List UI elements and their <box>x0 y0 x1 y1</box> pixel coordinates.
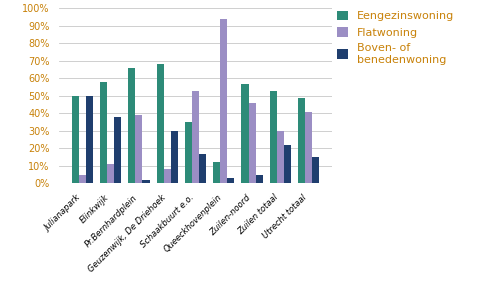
Bar <box>305 112 312 183</box>
Legend: Eengezinswoning, Flatwoning, Boven- of
benedenwoning: Eengezinswoning, Flatwoning, Boven- of b… <box>337 10 454 65</box>
Bar <box>171 131 178 183</box>
Bar <box>143 180 149 183</box>
Bar <box>199 154 206 183</box>
Bar <box>128 68 136 183</box>
Bar <box>192 91 199 183</box>
Bar <box>277 131 284 183</box>
Bar <box>72 96 79 183</box>
Bar <box>185 122 192 183</box>
Bar <box>107 164 114 183</box>
Bar <box>114 117 121 183</box>
Bar <box>164 169 171 183</box>
Bar <box>213 162 220 183</box>
Bar <box>284 145 291 183</box>
Bar <box>79 175 86 183</box>
Bar <box>136 115 143 183</box>
Bar <box>86 96 93 183</box>
Bar <box>227 178 235 183</box>
Bar <box>312 157 319 183</box>
Bar <box>220 19 227 183</box>
Bar <box>100 82 107 183</box>
Bar <box>248 103 255 183</box>
Bar <box>270 91 277 183</box>
Bar <box>156 64 164 183</box>
Bar <box>255 175 263 183</box>
Bar <box>298 98 305 183</box>
Bar <box>242 84 248 183</box>
